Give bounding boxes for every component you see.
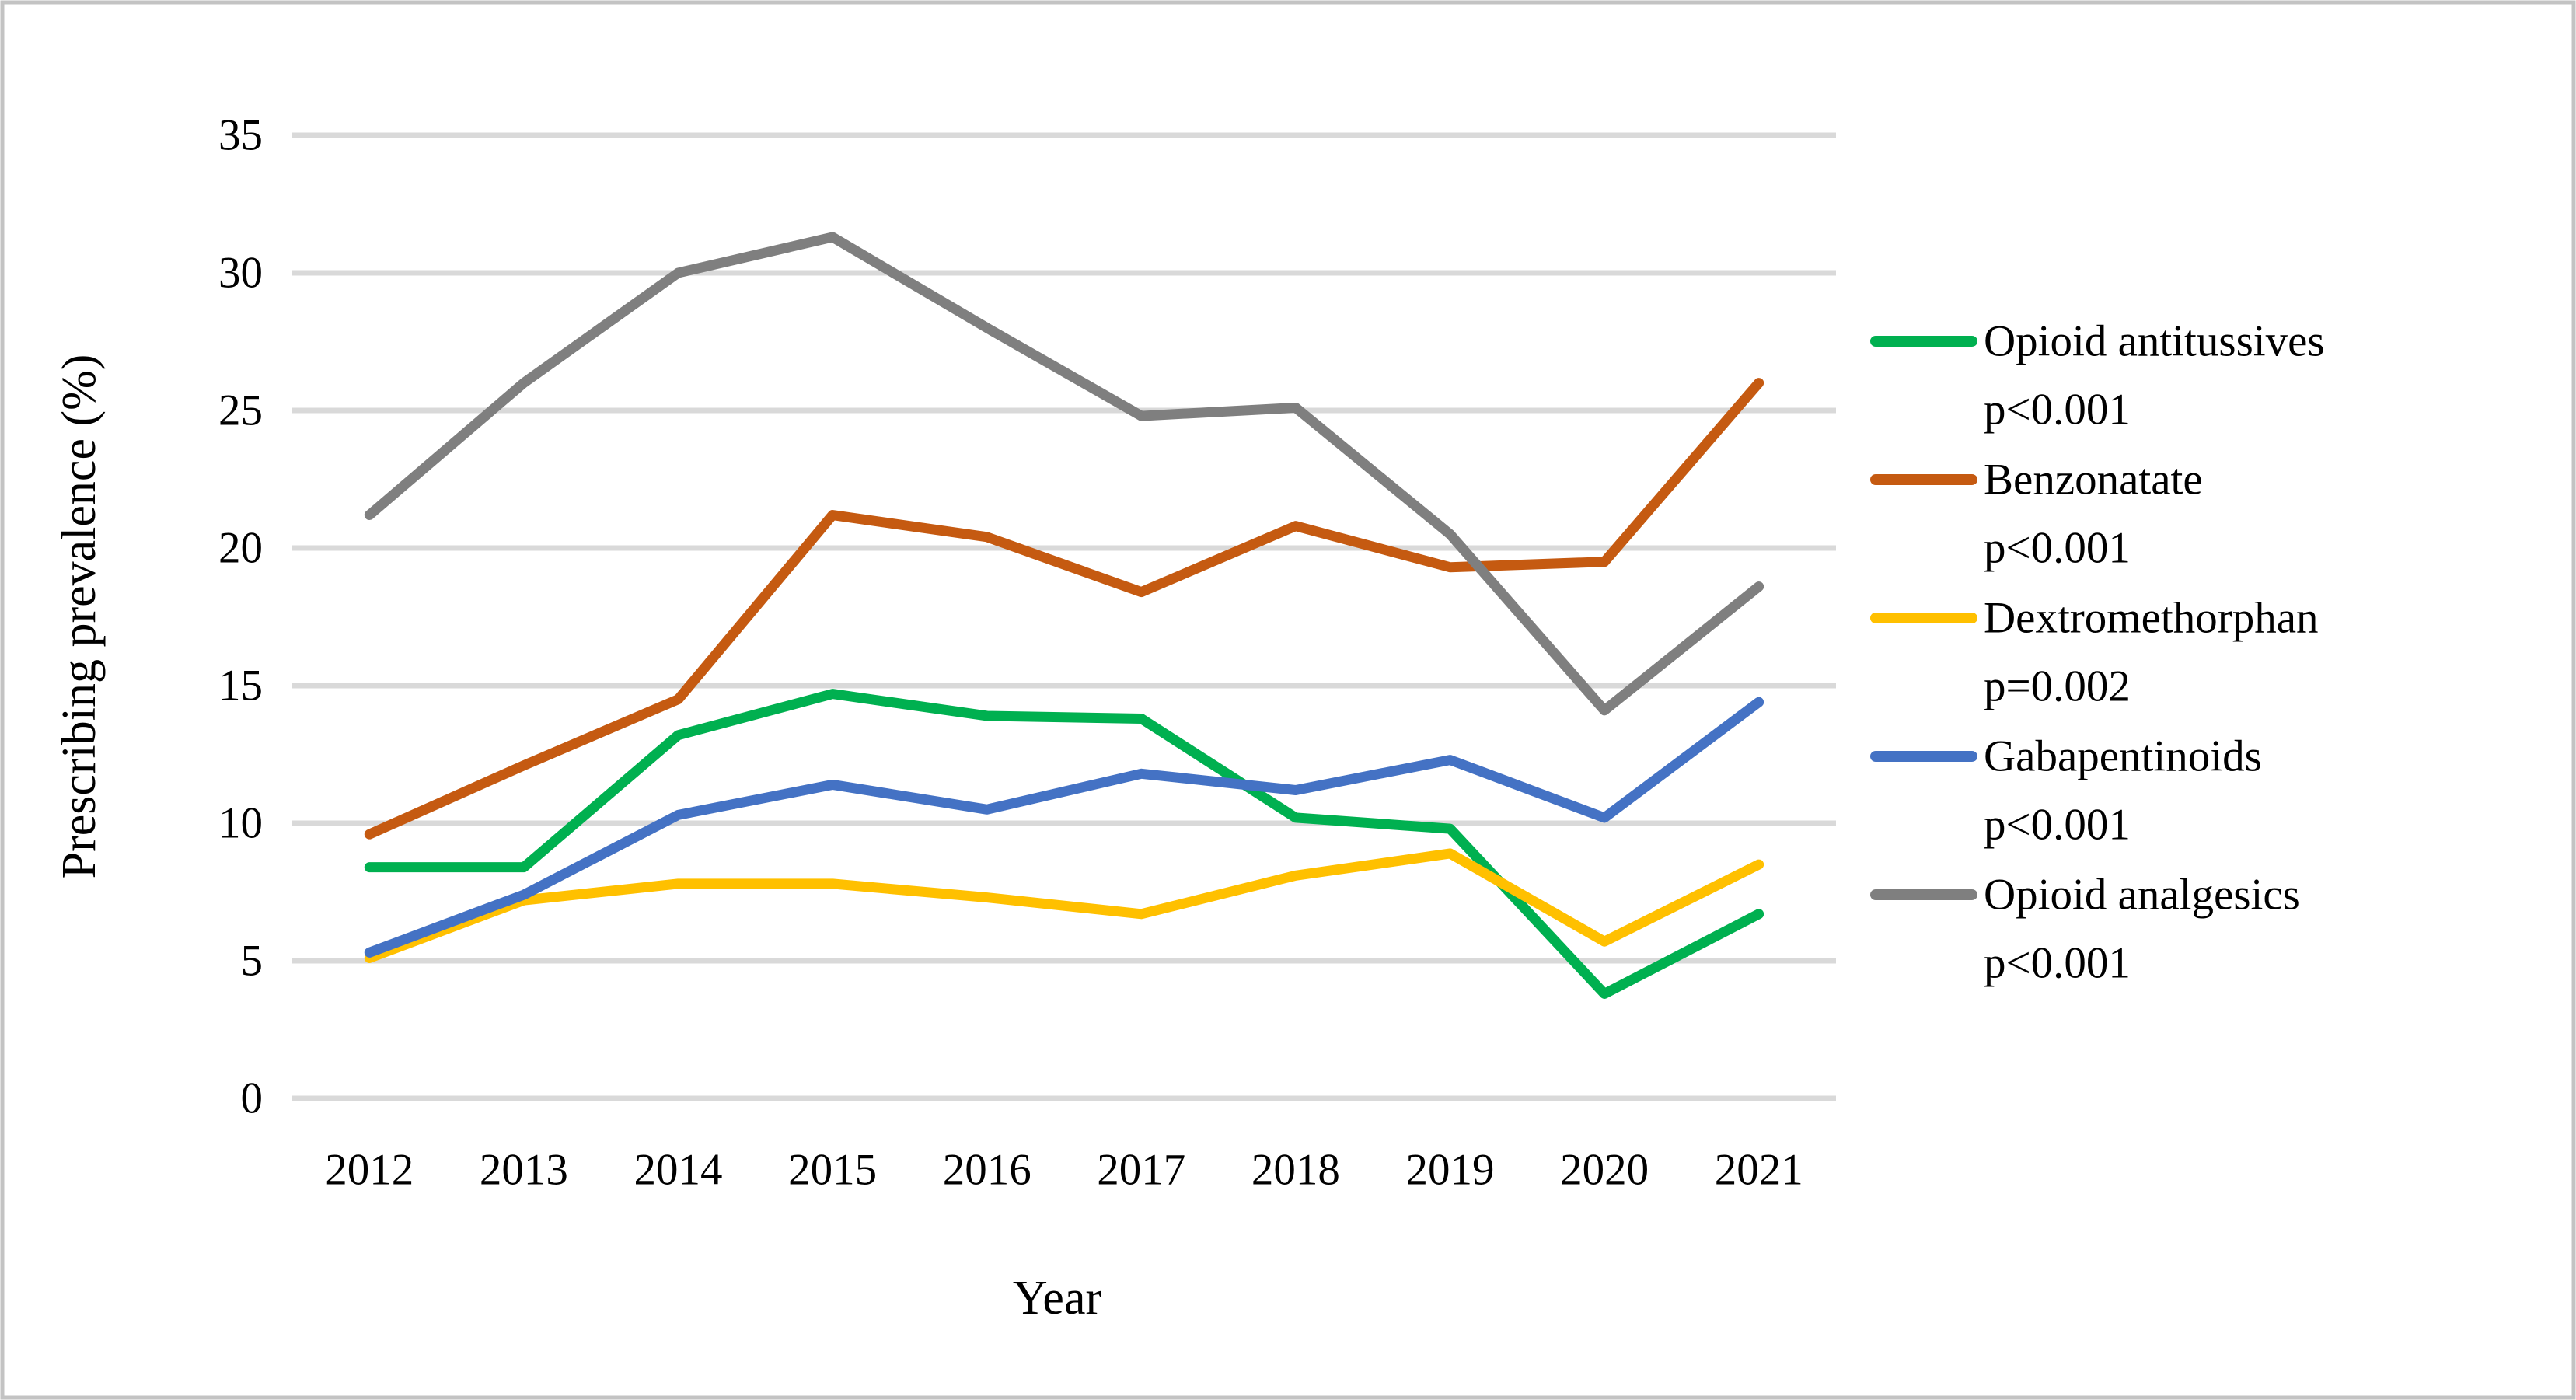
y-tick-label-0: 0 [241, 1074, 264, 1123]
series-line-dextromethorphan [364, 848, 1764, 963]
legend-pvalue-dextromethorphan: p=0.002 [1984, 662, 2131, 711]
legend-pvalue-opioid-analgesics: p<0.001 [1984, 939, 2131, 988]
series-line-benzonatate [364, 378, 1764, 840]
series-line-opioid-antitussives [364, 689, 1764, 999]
gridlines [292, 132, 1836, 1101]
x-tick-label-2013: 2013 [480, 1146, 568, 1195]
y-tick-label-30: 30 [218, 249, 263, 298]
y-axis-tick-labels: 0 5 10 15 20 25 30 35 [218, 111, 263, 1123]
y-axis-title: Prescribing prevalence (%) [53, 354, 106, 879]
legend-label-gabapentinoids: Gabapentinoids [1984, 732, 2262, 781]
x-tick-label-2018: 2018 [1251, 1146, 1340, 1195]
legend-label-opioid-antitussives: Opioid antitussives [1984, 317, 2325, 366]
y-tick-label-10: 10 [218, 799, 263, 848]
x-tick-label-2012: 2012 [325, 1146, 414, 1195]
legend-label-opioid-analgesics: Opioid analgesics [1984, 871, 2300, 920]
x-tick-label-2019: 2019 [1406, 1146, 1495, 1195]
y-tick-label-5: 5 [241, 937, 264, 986]
x-tick-label-2021: 2021 [1715, 1146, 1803, 1195]
legend-pvalue-gabapentinoids: p<0.001 [1984, 801, 2131, 850]
series-line-gabapentinoids [364, 697, 1764, 958]
x-tick-label-2020: 2020 [1560, 1146, 1649, 1195]
y-tick-label-20: 20 [218, 524, 263, 573]
x-tick-label-2015: 2015 [788, 1146, 877, 1195]
series-lines [364, 232, 1764, 999]
legend-label-benzonatate: Benzonatate [1984, 456, 2203, 504]
y-tick-label-15: 15 [218, 662, 263, 710]
legend-pvalue-opioid-antitussives: p<0.001 [1984, 386, 2131, 435]
series-line-opioid-analgesics [364, 232, 1764, 716]
x-axis-title: Year [1013, 1272, 1102, 1325]
legend-pvalue-benzonatate: p<0.001 [1984, 524, 2131, 573]
y-tick-label-25: 25 [218, 386, 263, 435]
legend: Opioid antitussives p<0.001 Benzonatate p<0… [1870, 317, 2325, 988]
x-tick-label-2017: 2017 [1097, 1146, 1185, 1195]
legend-label-dextromethorphan: Dextromethorphan [1984, 594, 2319, 643]
x-tick-label-2014: 2014 [634, 1146, 723, 1195]
x-tick-label-2016: 2016 [943, 1146, 1031, 1195]
y-tick-label-35: 35 [218, 111, 263, 160]
x-axis-tick-labels: 2012 2013 2014 2015 2016 2017 2018 2019 2020 2021 [325, 1146, 1803, 1195]
